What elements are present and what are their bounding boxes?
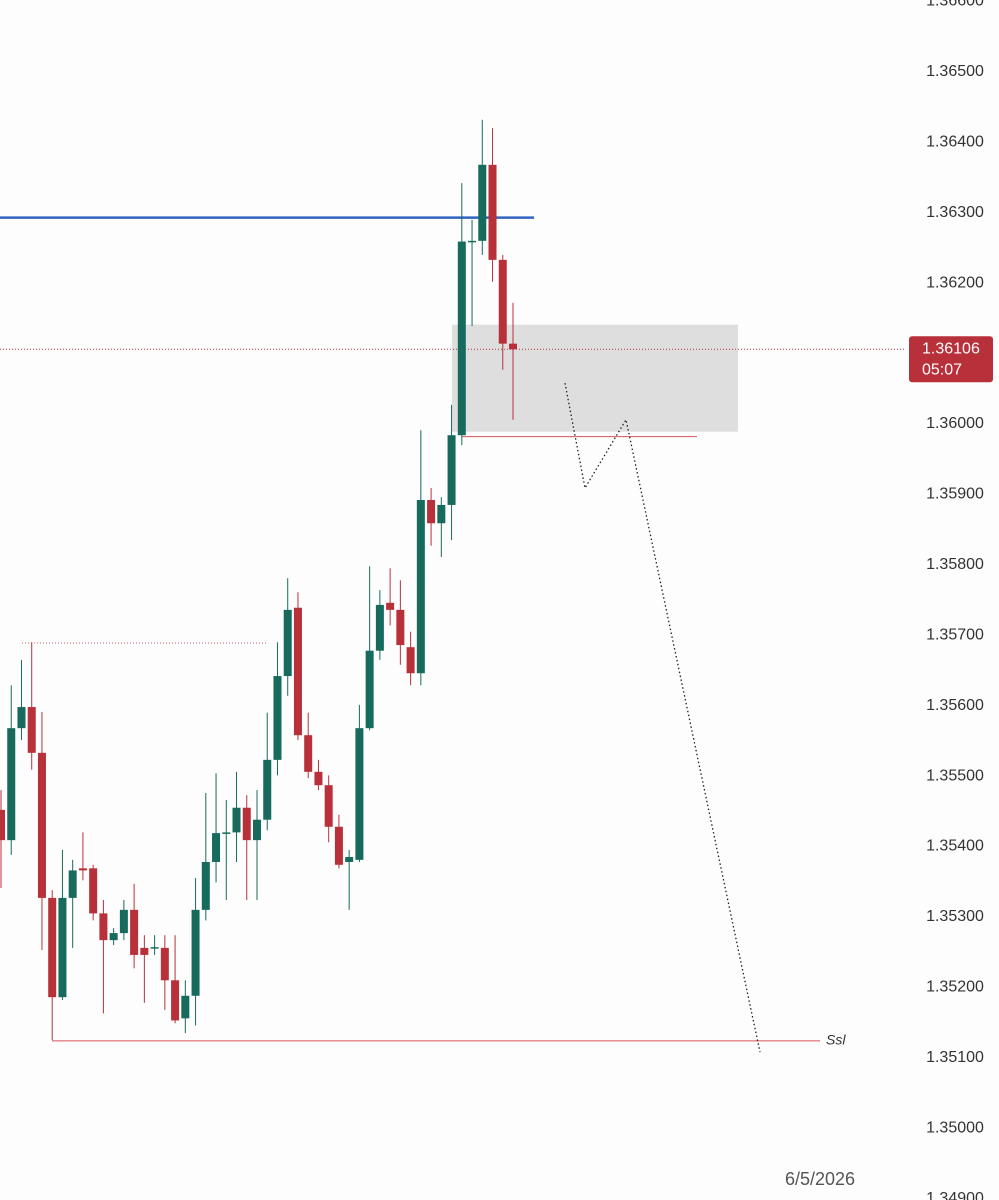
y-tick-label: 1.36000: [926, 415, 984, 432]
price-label: 1.36106: [922, 341, 980, 358]
candle-body: [140, 947, 149, 955]
candle-body: [365, 650, 374, 729]
candle-body: [130, 909, 139, 955]
candle-body: [68, 870, 77, 898]
candle-body: [386, 602, 395, 610]
y-tick-label: 1.36600: [926, 0, 984, 10]
candle-body: [181, 995, 190, 1019]
candle-body: [478, 164, 487, 241]
candle-body: [293, 607, 302, 736]
candle-body: [509, 343, 517, 350]
candle-body: [37, 752, 46, 898]
y-tick-label: 1.34900: [926, 1190, 984, 1200]
y-tick-label: 1.35300: [926, 908, 984, 925]
candle-body: [99, 913, 108, 941]
y-tick-label: 1.35700: [926, 626, 984, 643]
candle-body: [457, 241, 466, 436]
candle-body: [375, 604, 384, 651]
y-tick-label: 1.36200: [926, 274, 984, 291]
candle-body: [58, 897, 67, 998]
candle-body: [273, 676, 282, 760]
y-tick-label: 1.35400: [926, 838, 984, 855]
candle-body: [345, 857, 354, 862]
candle-body: [498, 259, 507, 344]
candle-body: [89, 868, 98, 914]
y-tick-label: 1.35600: [926, 697, 984, 714]
y-tick-label: 1.35000: [926, 1119, 984, 1136]
level-label: Ssl: [826, 1032, 846, 1048]
y-tick-label: 1.36300: [926, 204, 984, 221]
candle-body: [109, 933, 118, 941]
candle-body: [437, 504, 446, 524]
y-tick-label: 1.35100: [926, 1049, 984, 1066]
price-box: [909, 336, 993, 383]
candle-body: [253, 819, 261, 841]
y-tick-label: 1.35200: [926, 979, 984, 996]
y-tick-label: 1.36400: [926, 133, 984, 150]
candle-body: [160, 947, 169, 981]
candle-body: [334, 826, 343, 865]
candle-body: [427, 500, 436, 524]
candle-body: [232, 807, 241, 833]
candle-body: [324, 785, 333, 827]
candle-body: [48, 897, 57, 998]
candle-body: [355, 728, 364, 860]
date-label: 6/5/2026: [785, 1169, 855, 1189]
candle-body: [171, 980, 180, 1021]
candle-body: [201, 861, 210, 910]
candle-body: [488, 164, 497, 260]
candle-body: [222, 832, 231, 834]
candle-body: [119, 909, 128, 934]
candle-body: [150, 947, 159, 949]
candle-body: [78, 868, 87, 871]
candle-body: [263, 759, 272, 820]
y-tick-label: 1.36500: [926, 63, 984, 80]
candle-body: [283, 609, 292, 677]
candle-body: [7, 728, 16, 841]
zone: [452, 324, 738, 432]
candle-body: [406, 647, 415, 674]
candle-body: [0, 809, 5, 841]
candle-body: [396, 609, 405, 646]
candle-body: [447, 435, 456, 505]
candle-body: [17, 707, 26, 729]
countdown-label: 05:07: [922, 362, 962, 379]
y-tick-label: 1.35900: [926, 486, 984, 503]
projection-path: [564, 382, 761, 1053]
candle-body: [314, 771, 323, 786]
candle-body: [242, 807, 251, 841]
candle-body: [191, 909, 200, 996]
y-tick-label: 1.35500: [926, 767, 984, 784]
candle-body: [416, 500, 425, 674]
candle-body: [212, 833, 221, 862]
candle-body: [27, 707, 36, 753]
candle-body: [468, 240, 477, 243]
candle-body: [304, 735, 313, 772]
y-tick-label: 1.35800: [926, 556, 984, 573]
